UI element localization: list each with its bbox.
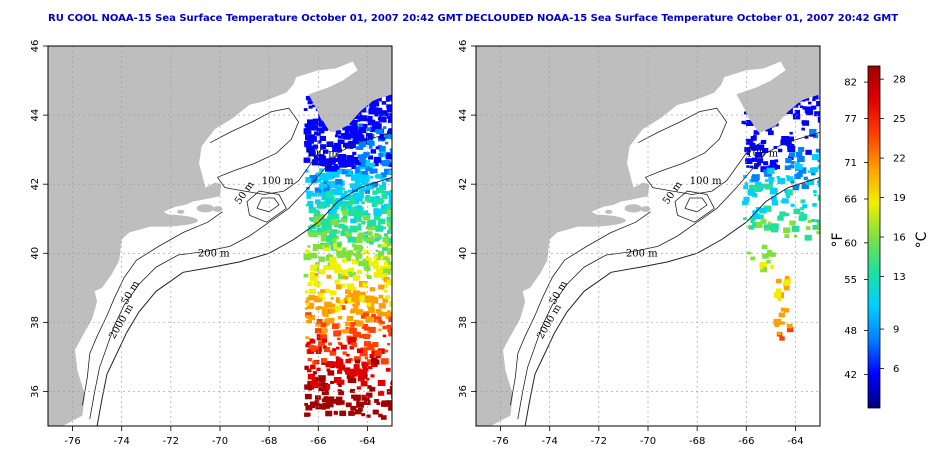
longitude-tick-label: -66 — [310, 436, 326, 447]
island — [212, 206, 223, 212]
latitude-tick-label: 44 — [458, 109, 469, 122]
bathymetry-contour — [674, 190, 715, 223]
latitude-tick-label: 46 — [30, 40, 41, 53]
bathymetry-contour — [82, 211, 223, 406]
island — [119, 214, 198, 227]
island — [196, 204, 214, 213]
latitude-tick-label: 40 — [30, 247, 41, 260]
latitude-tick-label: 42 — [30, 178, 41, 191]
bathymetry-contour — [638, 107, 762, 195]
colorbar-gradient — [867, 65, 881, 409]
contour-label: 100 m — [690, 176, 722, 187]
island — [547, 214, 626, 227]
contour-label: 100 m — [746, 149, 778, 160]
bathymetry-contour — [96, 176, 392, 426]
fahrenheit-tick-label: 42 — [844, 370, 857, 381]
longitude-tick-label: -66 — [738, 436, 754, 447]
left-panel-title: RU COOL NOAA-15 Sea Surface Temperature … — [48, 13, 463, 24]
bathymetry-contour — [517, 132, 820, 420]
celsius-tick-label: 6 — [893, 364, 899, 375]
island — [177, 209, 185, 214]
fahrenheit-unit-label: °F — [830, 232, 846, 247]
latitude-tick-label: 46 — [458, 40, 469, 53]
latitude-tick-label: 38 — [458, 316, 469, 329]
longitude-tick-label: -64 — [787, 436, 803, 447]
fahrenheit-tick-label: 55 — [844, 275, 857, 286]
island — [640, 206, 651, 212]
bathymetry-contour — [510, 211, 651, 406]
celsius-tick-label: 9 — [893, 325, 899, 336]
fahrenheit-tick-label: 82 — [844, 78, 857, 89]
land-mass — [48, 46, 392, 426]
temperature-colorbar: 82 77 71 66 60 55 48 42 28 25 22 19 16 13 9 6 °F °C — [830, 65, 930, 409]
celsius-ticks: 28 25 22 19 16 13 9 6 — [880, 75, 906, 375]
longitude-tick-label: -74 — [542, 436, 558, 447]
longitude-tick-label: -64 — [359, 436, 375, 447]
latitude-tick-label: 36 — [458, 385, 469, 398]
nova-scotia-land — [308, 70, 392, 133]
longitude-tick-label: -72 — [163, 436, 179, 447]
bathymetry-contour — [524, 176, 820, 426]
longitude-tick-label: -68 — [261, 436, 277, 447]
longitude-tick-label: -68 — [689, 436, 705, 447]
contour-label: 100 m — [306, 149, 338, 160]
longitude-tick-label: -76 — [64, 436, 80, 447]
fahrenheit-tick-label: 60 — [844, 238, 857, 249]
fahrenheit-tick-label: 71 — [844, 158, 857, 169]
longitude-tick-label: -72 — [591, 436, 607, 447]
fahrenheit-tick-label: 77 — [844, 114, 857, 125]
island — [605, 209, 613, 214]
bathymetry-contour — [89, 132, 392, 420]
celsius-tick-label: 19 — [893, 193, 906, 204]
bathymetry-contour — [246, 190, 287, 223]
celsius-tick-label: 16 — [893, 233, 906, 244]
land-mass — [476, 46, 820, 426]
nova-scotia-land — [736, 70, 820, 133]
longitude-tick-label: -74 — [114, 436, 130, 447]
latitude-tick-label: 42 — [458, 178, 469, 191]
latitude-tick-label: 44 — [30, 109, 41, 122]
celsius-tick-label: 13 — [893, 272, 906, 283]
latitude-tick-label: 36 — [30, 385, 41, 398]
longitude-tick-label: -70 — [640, 436, 656, 447]
celsius-tick-label: 25 — [893, 114, 906, 125]
contour-label: 200 m — [198, 249, 230, 260]
fahrenheit-ticks: 82 77 71 66 60 55 48 42 — [844, 78, 868, 381]
contour-label: 100 m — [262, 176, 294, 187]
graticule-grid — [476, 46, 820, 426]
island — [624, 204, 642, 213]
latitude-tick-label: 40 — [458, 247, 469, 260]
bathymetry-contour — [256, 197, 280, 213]
bathymetry-contour — [684, 197, 708, 213]
right-panel-title: DECLOUDED NOAA-15 Sea Surface Temperatur… — [465, 13, 898, 24]
longitude-tick-label: -70 — [212, 436, 228, 447]
bathymetry-contour — [210, 107, 334, 195]
sst-data-pixels — [303, 91, 392, 420]
longitude-tick-label: -76 — [492, 436, 508, 447]
contour-label: 200 m — [626, 249, 658, 260]
fahrenheit-tick-label: 66 — [844, 195, 857, 206]
latitude-tick-label: 38 — [30, 316, 41, 329]
celsius-tick-label: 28 — [893, 75, 906, 86]
celsius-tick-label: 22 — [893, 154, 906, 165]
celsius-unit-label: °C — [914, 231, 930, 248]
fahrenheit-tick-label: 48 — [844, 326, 857, 337]
graticule-grid — [48, 46, 392, 426]
